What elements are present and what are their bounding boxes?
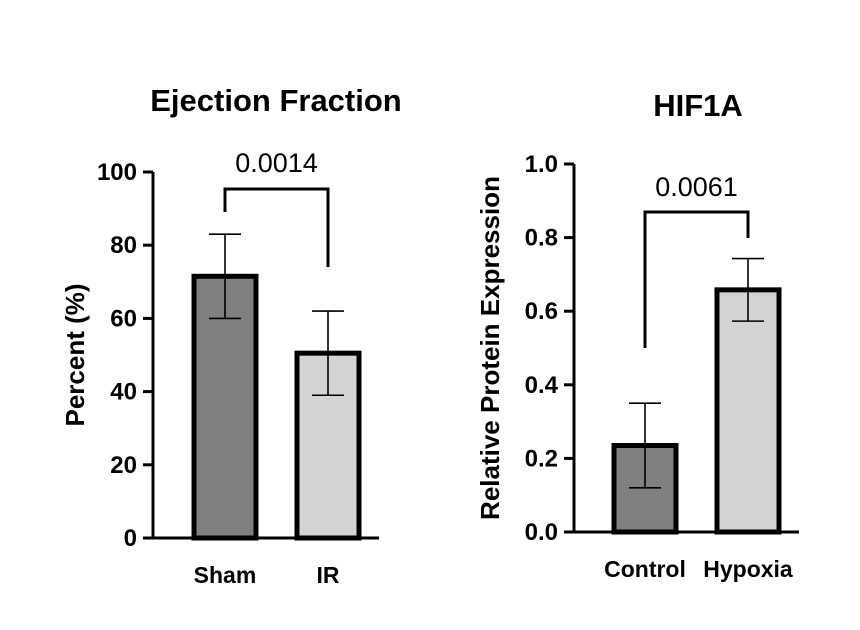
y-tick-label: 60	[110, 305, 137, 332]
significance-bracket	[643, 210, 750, 348]
y-tick-label: 0.0	[525, 519, 558, 546]
category-label: IR	[317, 562, 340, 588]
bar-hypoxia	[714, 287, 782, 535]
y-tick-label: 20	[110, 452, 137, 479]
y-tick-label: 100	[97, 159, 137, 186]
y-tick-label: 0.4	[525, 372, 559, 399]
chart-title: HIF1A	[653, 88, 743, 123]
y-tick-label: 1.0	[525, 151, 558, 178]
ejection-fraction-chart: Ejection Fraction Percent (%) 0 20 40 60 80 1…	[60, 83, 402, 588]
y-tick-label: 0.2	[525, 445, 558, 472]
y-tick-label: 0	[124, 525, 137, 552]
chart-title: Ejection Fraction	[150, 83, 401, 118]
y-tick-label: 0.8	[525, 225, 558, 252]
p-value-label: 0.0061	[655, 172, 738, 202]
p-value-label: 0.0014	[235, 148, 318, 178]
category-label: Sham	[194, 562, 257, 588]
y-tick-label: 0.6	[525, 298, 558, 325]
category-label: Control	[604, 556, 686, 582]
y-tick-label: 80	[110, 232, 137, 259]
y-tick-label: 40	[110, 379, 137, 406]
y-axis-label: Relative Protein Expression	[475, 176, 505, 520]
category-label: Hypoxia	[703, 556, 793, 582]
hif1a-chart: HIF1A Relative Protein Expression 0.0 0.2…	[475, 88, 799, 582]
y-axis-label: Percent (%)	[60, 283, 90, 426]
significance-bracket	[223, 187, 330, 267]
